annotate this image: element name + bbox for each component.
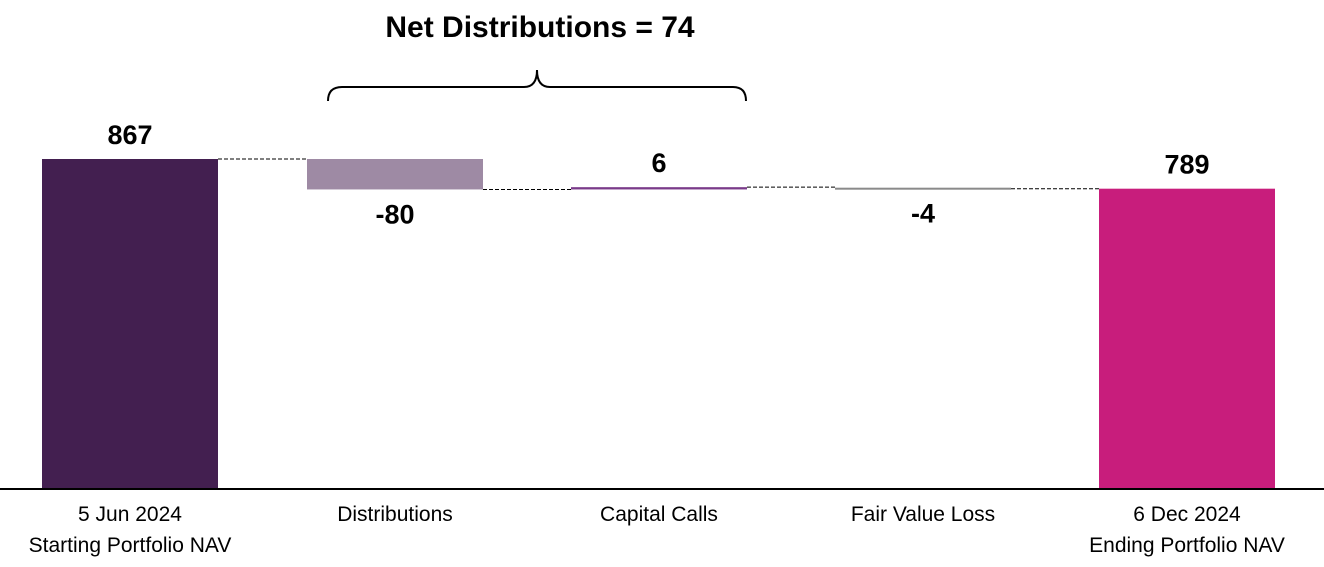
- x-tick-label-2: Capital Calls: [600, 503, 718, 526]
- x-tick-label-3: Fair Value Loss: [851, 503, 995, 526]
- value-label-0: 867: [107, 120, 152, 150]
- x-tick-label-line: Ending Portfolio NAV: [1089, 534, 1285, 557]
- bar-3: [835, 187, 1011, 190]
- x-tick-label-1: Distributions: [337, 503, 453, 526]
- value-label-1: -80: [375, 199, 414, 229]
- x-tick-label-line: Capital Calls: [600, 503, 718, 526]
- x-tick-label-line: Starting Portfolio NAV: [29, 534, 232, 557]
- bar-4: [1099, 188, 1275, 489]
- bars-group: [42, 159, 1275, 489]
- x-tick-labels-group: 5 Jun 2024 Starting Portfolio NAV Distribu…: [29, 503, 1285, 557]
- x-tick-label-line: 5 Jun 2024: [78, 503, 182, 526]
- x-tick-label-0: 5 Jun 2024 Starting Portfolio NAV: [29, 503, 232, 557]
- x-tick-label-line: Fair Value Loss: [851, 503, 995, 526]
- bar-0: [42, 159, 218, 489]
- bar-2: [571, 187, 747, 190]
- connector-lines: [218, 158, 1099, 190]
- chart-annotation: Net Distributions = 74: [385, 11, 695, 44]
- x-tick-label-line: Distributions: [337, 503, 453, 526]
- x-tick-label-line: 6 Dec 2024: [1133, 503, 1241, 526]
- bar-1: [307, 159, 483, 190]
- net-distributions-brace: [327, 69, 747, 102]
- value-label-2: 6: [651, 148, 666, 178]
- value-labels-group: 867 -80 6 -4 789: [107, 120, 1209, 229]
- x-tick-label-4: 6 Dec 2024 Ending Portfolio NAV: [1089, 503, 1285, 557]
- value-label-4: 789: [1164, 150, 1209, 180]
- value-label-3: -4: [911, 199, 935, 229]
